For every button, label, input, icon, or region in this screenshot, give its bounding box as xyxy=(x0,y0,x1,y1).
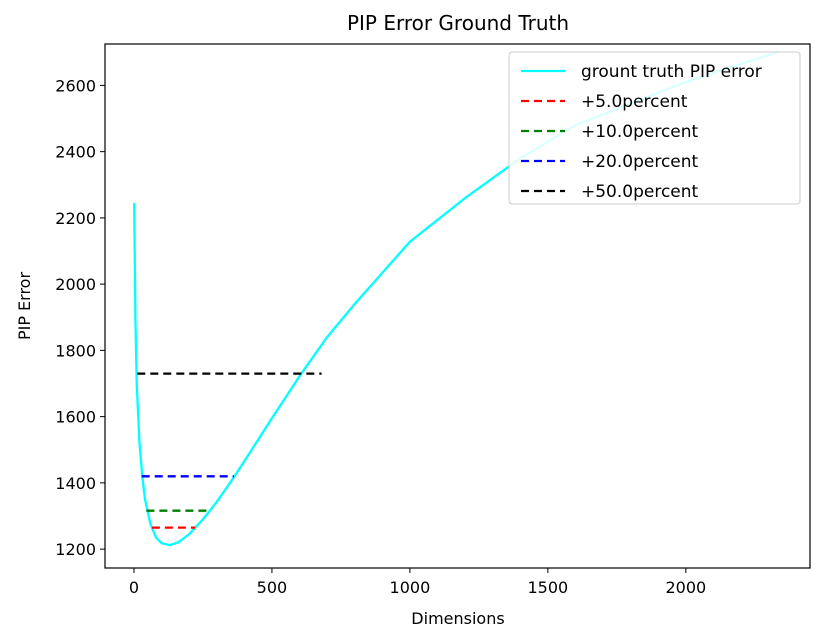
y-tick-label: 2000 xyxy=(55,275,96,294)
y-tick-label: 2200 xyxy=(55,209,96,228)
x-tick-label: 2000 xyxy=(665,578,706,597)
x-tick-label: 1500 xyxy=(528,578,569,597)
y-tick-label: 1800 xyxy=(55,341,96,360)
plot-frame xyxy=(104,43,811,569)
legend: grount truth PIP error +5.0percent +10.0pe… xyxy=(508,51,801,205)
legend-label: +20.0percent xyxy=(581,152,699,172)
y-tick-label: 1400 xyxy=(55,474,96,493)
y-tick-label: 2600 xyxy=(55,76,96,95)
y-tick-label: 1200 xyxy=(55,540,96,559)
x-axis-label: Dimensions xyxy=(411,609,504,628)
legend-label: grount truth PIP error xyxy=(581,62,762,82)
chart-title: PIP Error Ground Truth xyxy=(347,11,569,35)
y-tick-label: 1600 xyxy=(55,408,96,427)
x-tick-label: 500 xyxy=(257,578,288,597)
legend-label: +10.0percent xyxy=(581,122,699,142)
y-tick-label: 2400 xyxy=(55,143,96,162)
legend-label: +5.0percent xyxy=(581,92,688,112)
x-tick-label: 1000 xyxy=(390,578,431,597)
y-axis-ticks: 1200 1400 1600 1800 2000 2200 2400 2600 xyxy=(55,76,105,559)
x-axis-ticks: 0 500 1000 1500 2000 xyxy=(129,568,706,597)
legend-box xyxy=(508,51,801,205)
y-axis-label: PIP Error xyxy=(15,272,34,341)
x-tick-label: 0 xyxy=(129,578,139,597)
legend-label: +50.0percent xyxy=(581,182,699,202)
